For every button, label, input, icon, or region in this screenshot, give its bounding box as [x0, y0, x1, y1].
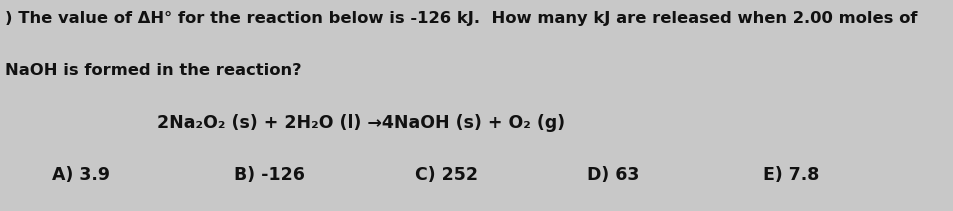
Text: D) 63: D) 63 — [586, 166, 639, 184]
Text: ) The value of ΔH° for the reaction below is -126 kJ.  How many kJ are released : ) The value of ΔH° for the reaction belo… — [5, 11, 916, 26]
Text: E) 7.8: E) 7.8 — [762, 166, 819, 184]
Text: B) -126: B) -126 — [233, 166, 304, 184]
Text: NaOH is formed in the reaction?: NaOH is formed in the reaction? — [5, 63, 301, 78]
Text: 2Na₂O₂ (s) + 2H₂O (l) →4NaOH (s) + O₂ (g): 2Na₂O₂ (s) + 2H₂O (l) →4NaOH (s) + O₂ (g… — [157, 114, 565, 132]
Text: C) 252: C) 252 — [415, 166, 477, 184]
Text: A) 3.9: A) 3.9 — [52, 166, 111, 184]
